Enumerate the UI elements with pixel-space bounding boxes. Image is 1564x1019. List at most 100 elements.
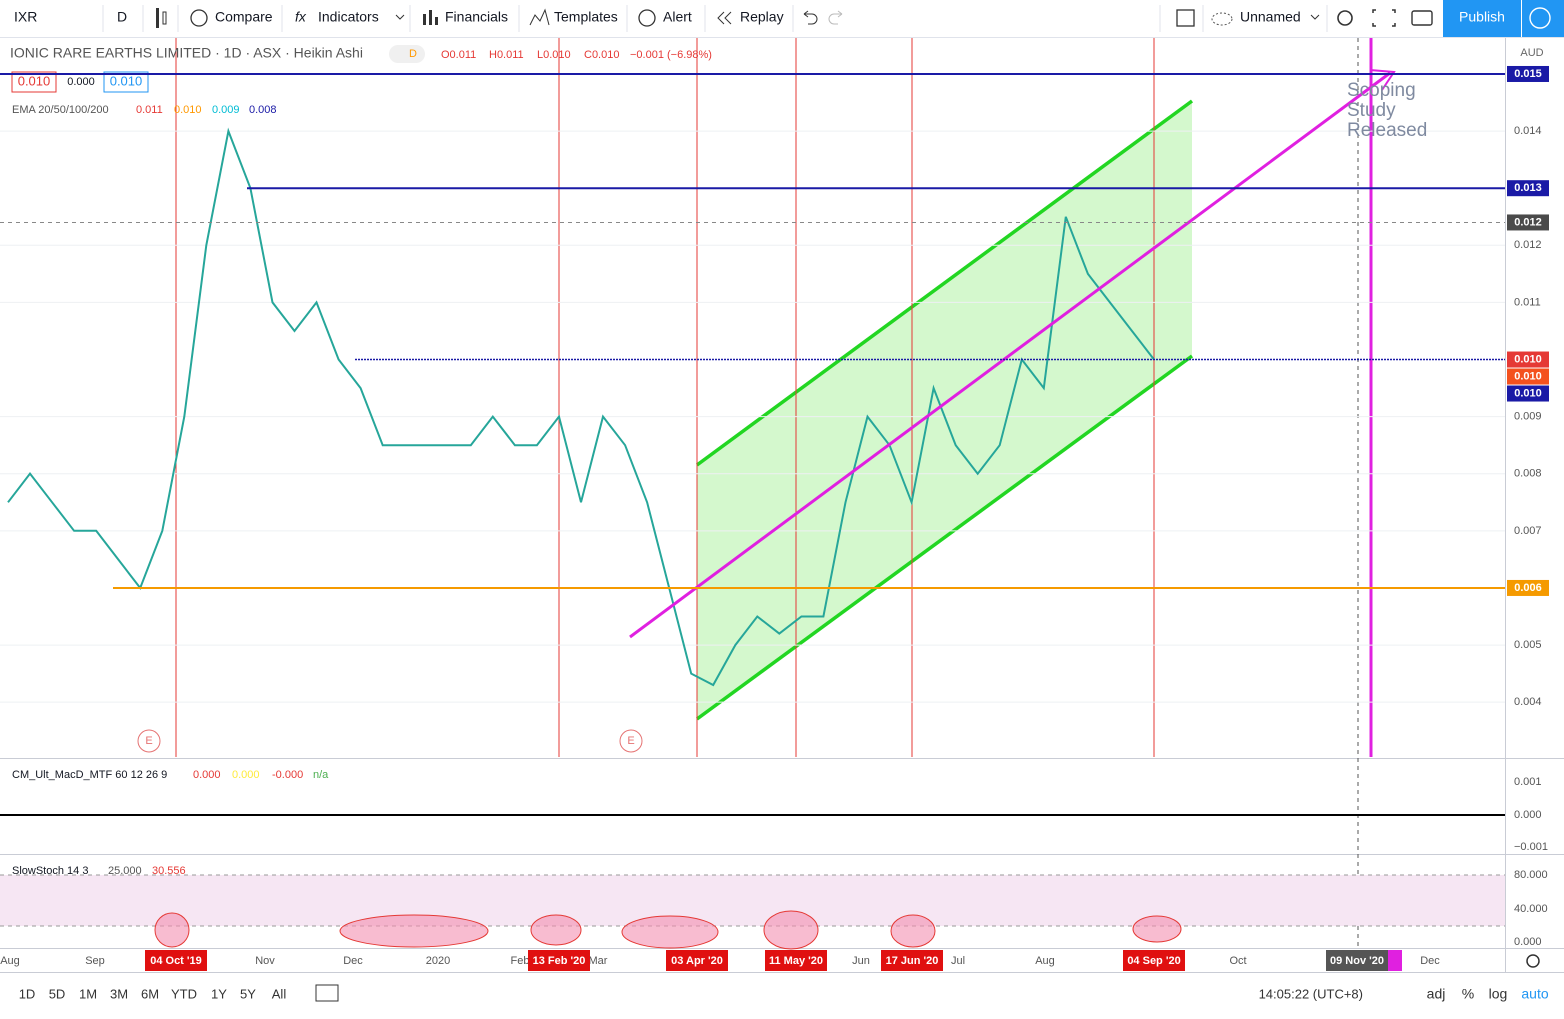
event-date: 13 Feb '20: [533, 955, 586, 967]
range-button[interactable]: 1D: [19, 986, 36, 1001]
price-line: [7, 127, 1155, 687]
currency: AUD: [1520, 47, 1543, 59]
range-button[interactable]: 6M: [141, 986, 159, 1001]
macd-axis-label: 0.001: [1514, 776, 1542, 788]
price-tag-label: 0.013: [1514, 182, 1542, 194]
interval[interactable]: D: [117, 9, 127, 25]
y-tick-label: 0.004: [1514, 696, 1542, 708]
scale-option[interactable]: adj: [1427, 986, 1446, 1002]
x-tick-label: Jun: [852, 955, 870, 967]
replay-button[interactable]: Replay: [740, 9, 784, 25]
indicators-button[interactable]: Indicators: [318, 9, 379, 25]
financials-button[interactable]: Financials: [445, 9, 508, 25]
price-tag: [1507, 385, 1549, 402]
range-button[interactable]: YTD: [171, 986, 197, 1001]
macd-value: 0.000: [232, 769, 260, 781]
price-tag: [1507, 368, 1549, 385]
scale-option[interactable]: %: [1462, 986, 1474, 1002]
legend-badge: D: [409, 48, 417, 60]
earnings-label[interactable]: E: [627, 735, 634, 747]
legend-badge-bg: [389, 45, 425, 63]
settings-button[interactable]: [1337, 10, 1353, 26]
symbol[interactable]: IXR: [14, 9, 37, 25]
buy-box[interactable]: [103, 71, 149, 93]
legend-change: −0.001 (−6.98%): [630, 49, 712, 61]
axis-settings[interactable]: [1526, 954, 1540, 968]
stoch-name: SlowStoch 14 3: [12, 865, 88, 877]
annotation: Scoping: [1347, 80, 1416, 101]
cursor-date-box-edge: [1388, 950, 1402, 971]
y-tick-label: 0.005: [1514, 639, 1542, 651]
templates-icon[interactable]: [529, 8, 550, 26]
x-tick-label: Aug: [1035, 955, 1055, 967]
earnings-marker[interactable]: [137, 729, 161, 753]
x-tick-label: Aug: [0, 955, 20, 967]
event-date: 04 Sep '20: [1127, 955, 1180, 967]
x-tick-label: Sep: [85, 955, 105, 967]
event-date-box: [528, 950, 590, 971]
ema-200: 0.008: [249, 104, 277, 116]
publish-button[interactable]: [1443, 0, 1521, 37]
chart-style-icon[interactable]: [156, 8, 167, 28]
undo-button[interactable]: [803, 10, 818, 25]
range-button[interactable]: 1M: [79, 986, 97, 1001]
layout-name[interactable]: Unnamed: [1240, 9, 1301, 25]
macd-axis-label: −0.001: [1514, 841, 1548, 853]
price-tag: [1507, 579, 1549, 596]
range-button[interactable]: 1Y: [211, 986, 227, 1001]
event-date-box: [1123, 950, 1185, 971]
y-tick-label: 0.012: [1514, 239, 1542, 251]
stoch-axis-label: 0.000: [1514, 936, 1542, 948]
buy-price[interactable]: 0.010: [110, 73, 143, 88]
publish-menu-icon[interactable]: [1529, 7, 1551, 29]
snapshot-button[interactable]: [1411, 10, 1433, 26]
templates-button[interactable]: Templates: [554, 9, 618, 25]
price-tag-label: 0.012: [1514, 216, 1542, 228]
range-button[interactable]: 5D: [49, 986, 66, 1001]
scale-option[interactable]: log: [1489, 986, 1508, 1002]
earnings-marker[interactable]: [619, 729, 643, 753]
redo-button[interactable]: [828, 10, 843, 25]
publish-label[interactable]: Publish: [1459, 9, 1505, 25]
ema-20: 0.011: [136, 104, 163, 116]
price-tag: [1507, 180, 1549, 197]
layout-icon[interactable]: [1176, 9, 1195, 27]
alert-icon[interactable]: [638, 9, 656, 27]
spread: 0.000: [67, 76, 95, 88]
y-tick-label: 0.008: [1514, 468, 1542, 480]
dropdown-arrow[interactable]: [1310, 14, 1320, 20]
sell-price[interactable]: 0.010: [18, 73, 51, 88]
dropdown-arrow[interactable]: [395, 14, 405, 20]
trend-arrow-head: [1369, 69, 1396, 91]
scale-option[interactable]: auto: [1521, 986, 1548, 1002]
macd-value: -0.000: [272, 769, 303, 781]
compare-button[interactable]: Compare: [215, 9, 273, 25]
indicators-icon[interactable]: fx: [295, 9, 307, 25]
bottom-bar: 1D 5D 1M 3M 6M YTD 1Y 5Y All adj% log auto: [19, 986, 1549, 1002]
range-button[interactable]: 3M: [110, 986, 128, 1001]
x-tick-label: Jul: [951, 955, 965, 967]
range-button[interactable]: All: [272, 986, 287, 1001]
x-tick-label: Dec: [1420, 955, 1440, 967]
earnings-label[interactable]: E: [145, 735, 152, 747]
publish-menu[interactable]: [1522, 0, 1564, 37]
fullscreen-button[interactable]: [1372, 9, 1396, 27]
event-date: 11 May '20: [769, 955, 823, 967]
alert-button[interactable]: Alert: [663, 9, 692, 25]
annotation: Released: [1347, 120, 1427, 141]
stoch-value: 30.556: [152, 865, 186, 877]
event-date-box: [881, 950, 943, 971]
price-tag-label: 0.006: [1514, 582, 1542, 594]
date-range-button[interactable]: [315, 984, 339, 1002]
macd-value: 0.000: [193, 769, 221, 781]
sell-box[interactable]: [11, 71, 57, 93]
range-button[interactable]: 5Y: [240, 986, 256, 1001]
stoch-axis-label: 40.000: [1514, 903, 1548, 915]
replay-icon[interactable]: [717, 11, 732, 25]
y-tick-label: 0.009: [1514, 411, 1542, 423]
event-date: 04 Oct '19: [150, 955, 202, 967]
compare-icon[interactable]: [190, 9, 208, 27]
financials-icon[interactable]: [423, 10, 438, 25]
cloud-icon[interactable]: [1211, 12, 1233, 26]
